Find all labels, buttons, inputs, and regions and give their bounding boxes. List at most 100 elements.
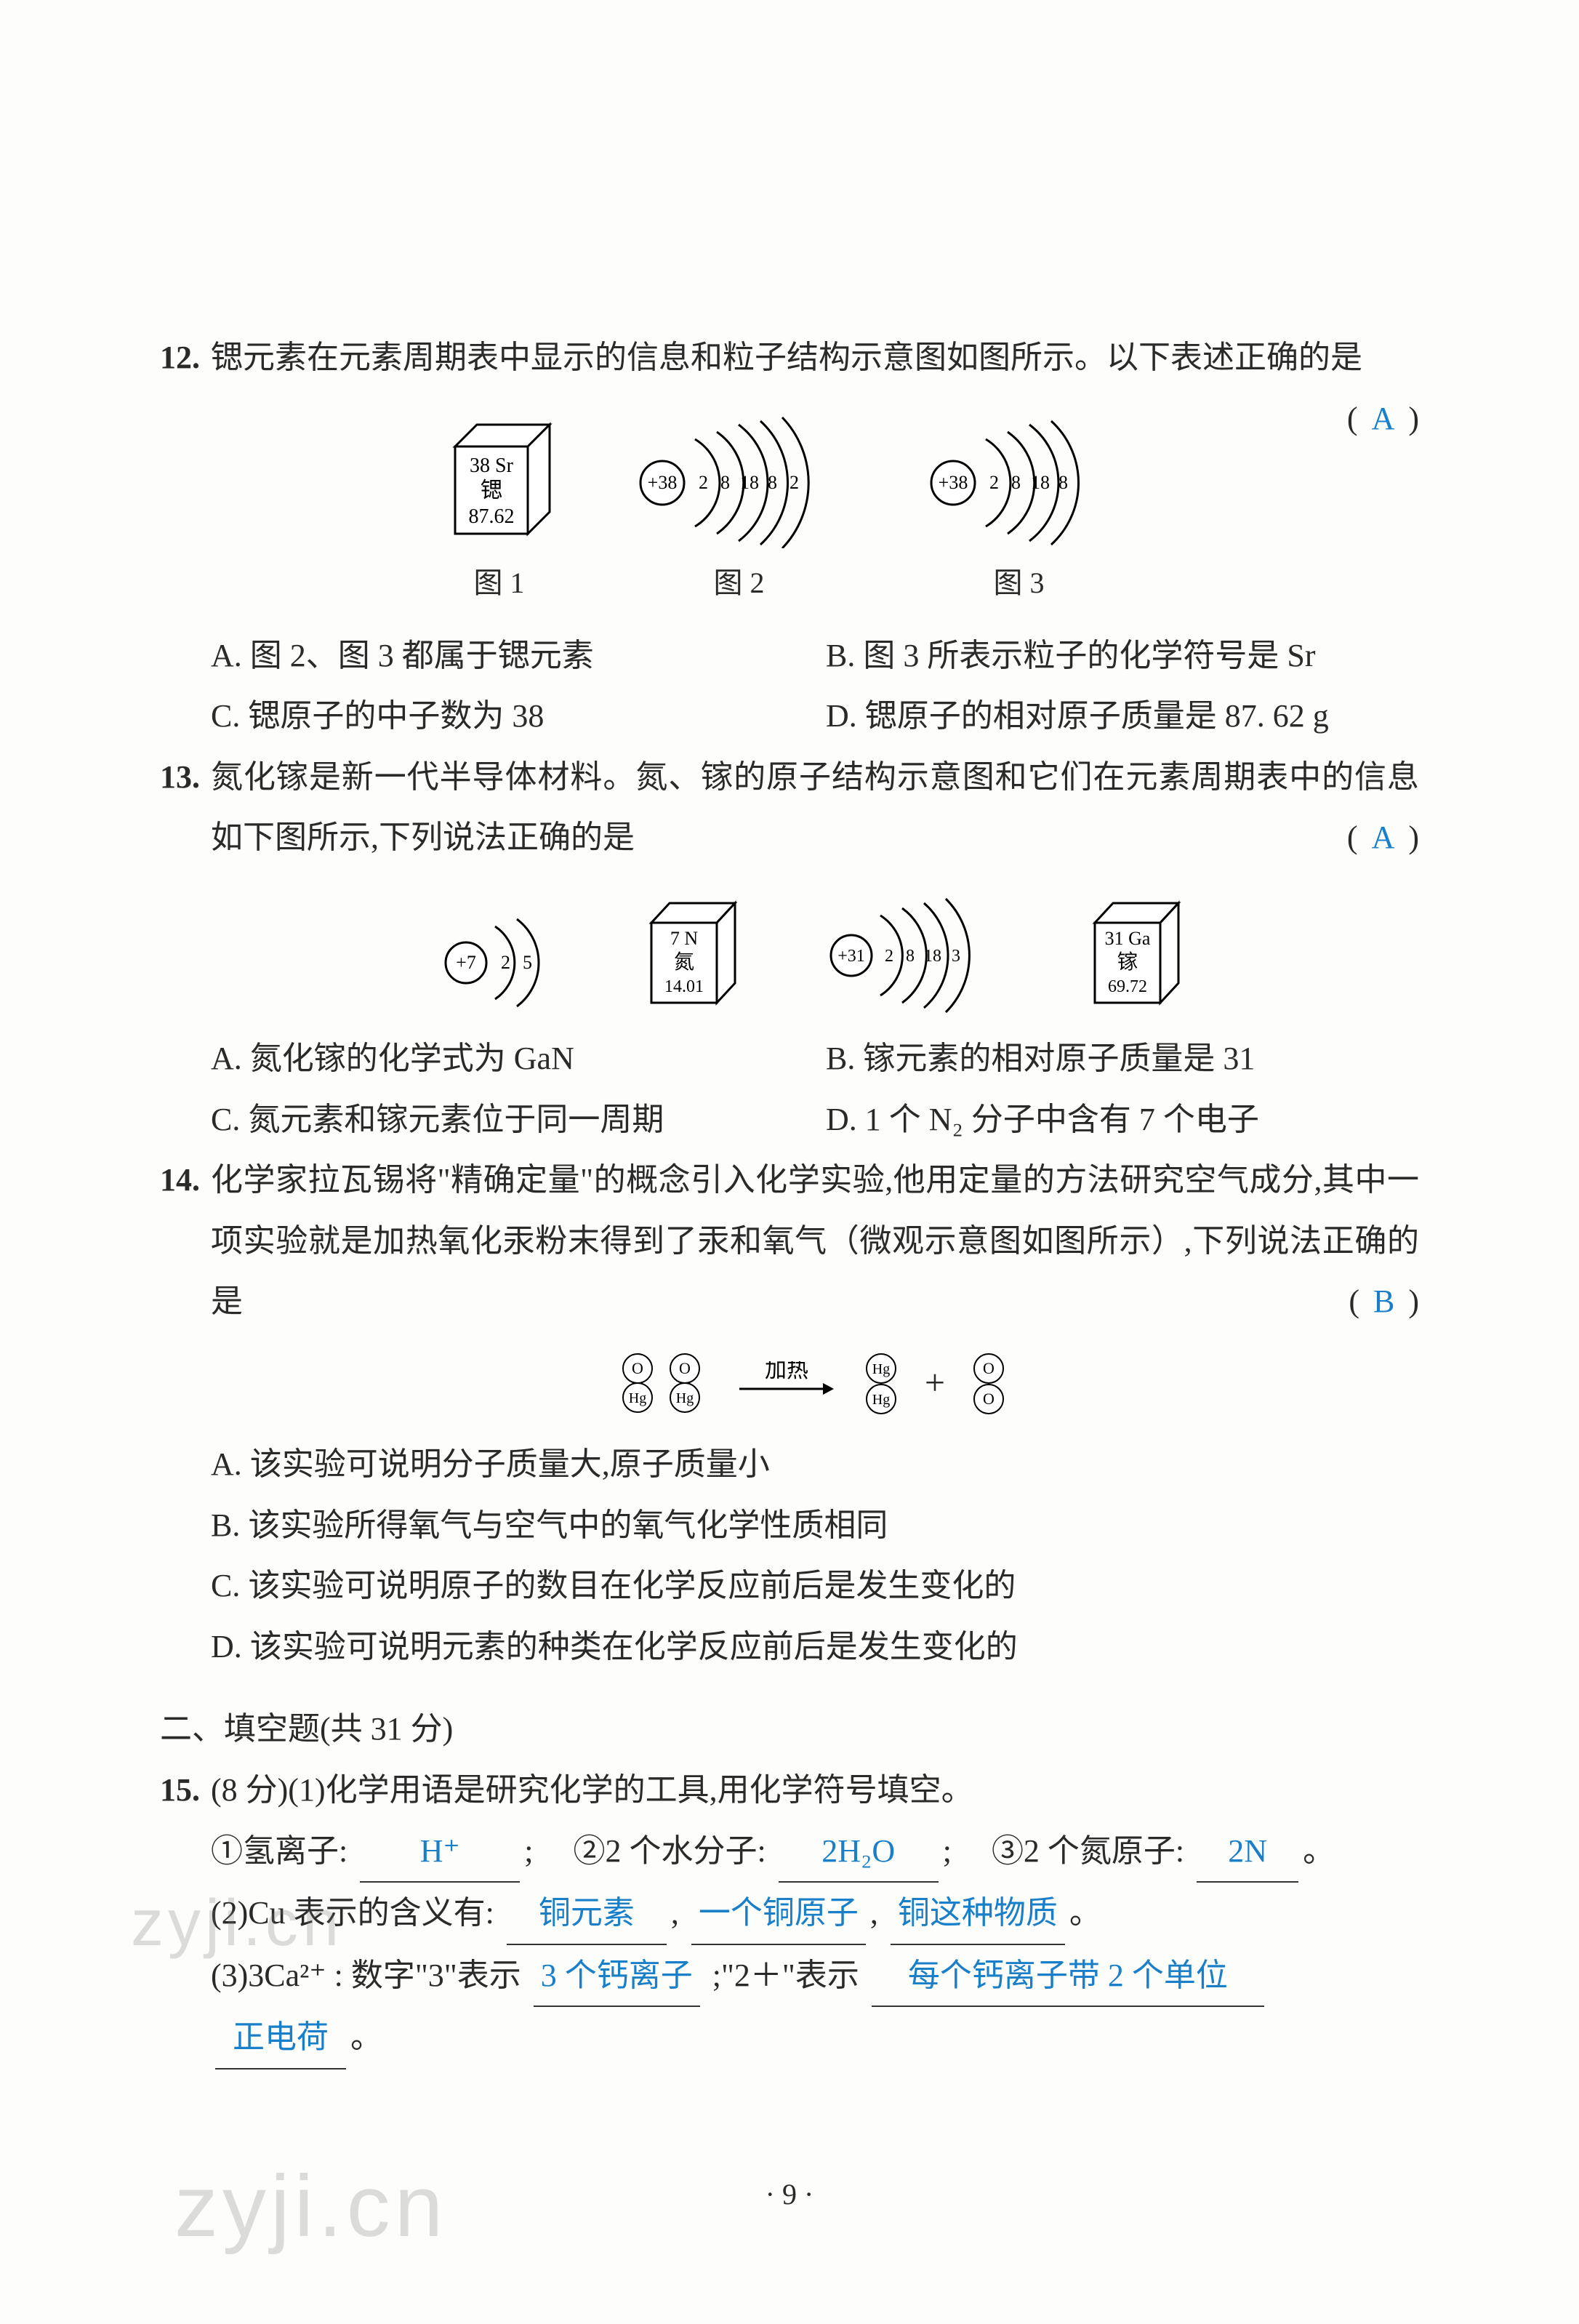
q13-opt-C: C. 氮元素和镓元素位于同一周期 xyxy=(211,1089,804,1150)
q12-stem-text: 锶元素在元素周期表中显示的信息和粒子结构示意图如图所示。以下表述正确的是 xyxy=(211,340,1362,375)
q13-box-N: 7 N 氮 14.01 xyxy=(633,890,757,1014)
q15-p3-lead-b: ;"2＋"表示 xyxy=(712,1958,859,1993)
svg-text:2: 2 xyxy=(885,947,893,966)
q12-number: 12. xyxy=(160,327,211,388)
svg-text:3: 3 xyxy=(952,947,960,966)
svg-text:镓: 镓 xyxy=(1117,950,1138,974)
atom-structure-icon: +7 2 5 xyxy=(430,905,575,1014)
svg-text:Hg: Hg xyxy=(676,1390,694,1406)
q14-stem: 化学家拉瓦锡将"精确定量"的概念引入化学实验,他用定量的方法研究空气成分,其中一… xyxy=(211,1150,1419,1332)
q12-fig1: 38 Sr 锶 87.62 图 1 xyxy=(433,410,564,611)
q12-answer: A xyxy=(1366,401,1401,436)
svg-text:Hg: Hg xyxy=(872,1392,890,1408)
q14-body: 化学家拉瓦锡将"精确定量"的概念引入化学实验,他用定量的方法研究空气成分,其中一… xyxy=(211,1150,1419,1677)
svg-text:+31: +31 xyxy=(837,947,865,966)
q12-fig2: +38 2 8 18 8 2 图 2 xyxy=(622,410,855,611)
q13-stem: 氮化镓是新一代半导体材料。氮、镓的原子结构示意图和它们在元素周期表中的信息如下图… xyxy=(211,747,1419,868)
svg-text:18: 18 xyxy=(924,947,941,966)
q15-p2-a3: 铜这种物质 xyxy=(891,1883,1065,1945)
page-number: · 9 · xyxy=(0,2167,1579,2222)
svg-text:18: 18 xyxy=(740,472,759,493)
q12-stem: 锶元素在元素周期表中显示的信息和粒子结构示意图如图所示。以下表述正确的是 ( A… xyxy=(211,327,1419,388)
atom-structure-icon: +38 2 8 18 8 xyxy=(913,410,1124,548)
q15-row3: (3)3Ca²⁺ : 数字"3"表示 3 个钙离子 ;"2＋"表示 每个钙离子带… xyxy=(211,1945,1419,2008)
q12-opt-C: C. 锶原子的中子数为 38 xyxy=(211,686,804,747)
svg-text:O: O xyxy=(632,1359,643,1377)
svg-text:7 N: 7 N xyxy=(670,928,699,949)
svg-text:18: 18 xyxy=(1031,472,1050,493)
svg-text:2: 2 xyxy=(501,952,510,973)
svg-text:69.72: 69.72 xyxy=(1108,977,1147,996)
q15-p2-lead: (2)Cu 表示的含义有: xyxy=(211,1895,494,1931)
svg-text:锶: 锶 xyxy=(481,478,502,502)
svg-text:2: 2 xyxy=(790,472,799,493)
svg-text:+38: +38 xyxy=(648,472,678,493)
q14-reaction-diagram: O Hg O Hg 加热 Hg Hg + O O xyxy=(211,1347,1419,1419)
q15-b2-label: ②2 个水分子: xyxy=(573,1833,766,1869)
q13-stem-text: 氮化镓是新一代半导体材料。氮、镓的原子结构示意图和它们在元素周期表中的信息如下图… xyxy=(211,759,1419,856)
q13-figures: +7 2 5 7 N 氮 14.01 xyxy=(211,890,1419,1014)
q13-answer: A xyxy=(1366,820,1401,855)
q14-opt-B: B. 该实验所得氧气与空气中的氧气化学性质相同 xyxy=(211,1495,1419,1556)
q15-b3-answer: 2N xyxy=(1197,1821,1298,1883)
q14-stem-text: 化学家拉瓦锡将"精确定量"的概念引入化学实验,他用定量的方法研究空气成分,其中一… xyxy=(211,1162,1419,1319)
q12-answer-slot: ( A ) xyxy=(1347,388,1419,449)
plus-icon: + xyxy=(925,1348,945,1417)
element-cube-icon: 7 N 氮 14.01 xyxy=(633,890,757,1014)
section-2-title: 二、填空题(共 31 分) xyxy=(160,1699,1419,1760)
q15-row2: (2)Cu 表示的含义有: 铜元素, 一个铜原子, 铜这种物质。 xyxy=(211,1883,1419,1945)
svg-text:8: 8 xyxy=(1058,472,1068,493)
q15-lead: (8 分)(1)化学用语是研究化学的工具,用化学符号填空。 xyxy=(211,1760,1419,1821)
q13-body: 氮化镓是新一代半导体材料。氮、镓的原子结构示意图和它们在元素周期表中的信息如下图… xyxy=(211,747,1419,1150)
q15-body: (8 分)(1)化学用语是研究化学的工具,用化学符号填空。 ①氢离子: H⁺; … xyxy=(211,1760,1419,2069)
svg-text:2: 2 xyxy=(989,472,999,493)
svg-text:14.01: 14.01 xyxy=(664,977,704,996)
q14-opt-D: D. 该实验可说明元素的种类在化学反应前后是发生变化的 xyxy=(211,1616,1419,1678)
svg-text:+38: +38 xyxy=(939,472,968,493)
svg-text:87.62: 87.62 xyxy=(469,505,515,528)
q15-p3-lead-a: (3)3Ca²⁺ : 数字"3"表示 xyxy=(211,1958,521,1993)
q12-opt-B: B. 图 3 所表示粒子的化学符号是 Sr xyxy=(826,625,1419,686)
svg-text:O: O xyxy=(983,1390,995,1408)
svg-text:38 Sr: 38 Sr xyxy=(470,454,515,477)
q14-options: A. 该实验可说明分子质量大,原子质量小 B. 该实验所得氧气与空气中的氧气化学… xyxy=(211,1434,1419,1677)
q15-b3-label: ③2 个氮原子: xyxy=(992,1833,1184,1869)
atom-structure-icon: +31 2 8 18 3 xyxy=(815,890,1018,1014)
o2-molecule-icon: O O xyxy=(960,1347,1018,1419)
hg-atoms-icon: Hg Hg xyxy=(852,1347,910,1419)
q15-p2-a1: 铜元素 xyxy=(507,1883,667,1945)
q12-options: A. 图 2、图 3 都属于锶元素 B. 图 3 所表示粒子的化学符号是 Sr … xyxy=(211,625,1419,747)
q14-opt-A: A. 该实验可说明分子质量大,原子质量小 xyxy=(211,1434,1419,1495)
q12-figures: 38 Sr 锶 87.62 图 1 +38 xyxy=(211,410,1347,611)
svg-text:加热: 加热 xyxy=(765,1361,808,1382)
question-15: 15. (8 分)(1)化学用语是研究化学的工具,用化学符号填空。 ①氢离子: … xyxy=(160,1760,1419,2069)
q13-answer-slot: ( A ) xyxy=(1347,807,1419,868)
q15-row3b: 正电荷。 xyxy=(211,2007,1419,2069)
q14-answer: B xyxy=(1367,1283,1400,1319)
q15-number: 15. xyxy=(160,1760,211,1821)
element-cube-icon: 38 Sr 锶 87.62 xyxy=(433,410,564,548)
svg-text:5: 5 xyxy=(523,952,532,973)
svg-text:氮: 氮 xyxy=(674,950,694,974)
q14-opt-C: C. 该实验可说明原子的数目在化学反应前后是发生变化的 xyxy=(211,1555,1419,1616)
element-cube-icon: 31 Ga 镓 69.72 xyxy=(1077,890,1200,1014)
q13-options: A. 氮化镓的化学式为 GaN B. 镓元素的相对原子质量是 31 C. 氮元素… xyxy=(211,1028,1419,1150)
q12-fig1-label: 图 1 xyxy=(433,556,564,611)
q15-p2-a2: 一个铜原子 xyxy=(691,1883,866,1945)
svg-text:2: 2 xyxy=(699,472,708,493)
q15-b1-answer: H⁺ xyxy=(360,1821,520,1883)
q12-body: 锶元素在元素周期表中显示的信息和粒子结构示意图如图所示。以下表述正确的是 ( A… xyxy=(211,327,1419,747)
q13-opt-B: B. 镓元素的相对原子质量是 31 xyxy=(826,1028,1419,1089)
q12-opt-A: A. 图 2、图 3 都属于锶元素 xyxy=(211,625,804,686)
q12-opt-D: D. 锶原子的相对原子质量是 87. 62 g xyxy=(826,686,1419,747)
q13-number: 13. xyxy=(160,747,211,808)
reaction-arrow-icon: 加热 xyxy=(736,1361,837,1405)
q15-b1-label: ①氢离子: xyxy=(211,1833,347,1869)
q15-p3-a1: 3 个钙离子 xyxy=(534,1945,700,2008)
svg-text:O: O xyxy=(679,1359,691,1377)
q12-fig3: +38 2 8 18 8 图 3 xyxy=(913,410,1124,611)
question-12: 12. 锶元素在元素周期表中显示的信息和粒子结构示意图如图所示。以下表述正确的是… xyxy=(160,327,1419,747)
svg-text:Hg: Hg xyxy=(872,1361,890,1377)
q15-row1: ①氢离子: H⁺; ②2 个水分子: 2H₂O; ③2 个氮原子: 2N。 xyxy=(211,1821,1419,1883)
question-13: 13. 氮化镓是新一代半导体材料。氮、镓的原子结构示意图和它们在元素周期表中的信… xyxy=(160,747,1419,1150)
